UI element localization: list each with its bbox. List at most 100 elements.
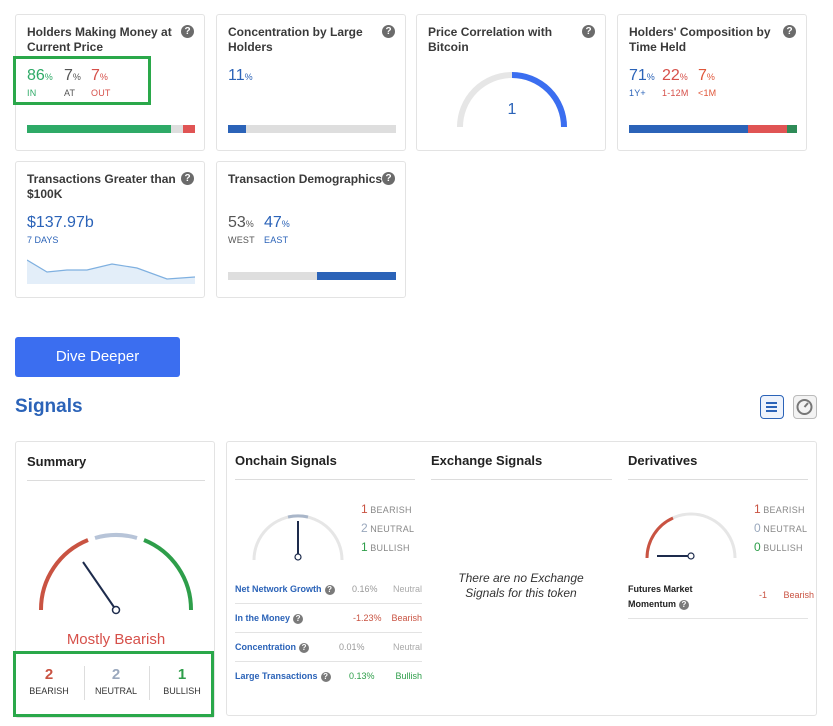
stat-unit: % [245,219,254,229]
bar-under-1m [786,125,797,133]
summary-neutral-label: NEUTRAL [94,686,137,696]
list-view-button[interactable] [760,395,784,419]
stat-unit: % [679,72,688,82]
metric-name: Concentration [235,642,297,652]
card-concentration: Concentration by Large Holders ? 11% [216,14,406,151]
onchain-row-concentration[interactable]: Concentration? 0.01% Neutral [235,633,422,662]
summary-bullish-count: 1 [177,666,187,683]
stat-unit: % [281,219,290,229]
help-icon[interactable]: ? [324,584,335,595]
bar-west [228,272,318,280]
separator [84,666,85,700]
derivatives-gauge [645,512,737,560]
transactions-sparkline [27,259,195,284]
metric-value: -1.23% [353,613,382,623]
card-transaction-demographics: Transaction Demographics ? 53% WEST 47% … [216,161,406,298]
card-price-correlation: Price Correlation with Bitcoin ? 1 [416,14,606,151]
help-icon[interactable]: ? [320,671,331,682]
metric-value: 0.01% [339,642,365,652]
label: BULLISH [370,543,410,553]
separator [149,666,150,700]
label: NEUTRAL [763,524,808,534]
summary-neutral: 2 NEUTRAL [86,666,146,696]
transactions-value: $137.97b [27,214,94,231]
stat-unit: % [72,72,81,82]
stat-unit: % [99,72,108,82]
summary-bearish-label: BEARISH [29,686,69,696]
stat-value: 7 [91,67,100,84]
summary-verdict: Mostly Bearish [66,631,166,648]
help-icon[interactable]: ? [783,25,796,38]
metric-name: Net Network Growth [235,584,322,594]
stat-label: 1Y+ [629,88,646,98]
stat-value: 71 [629,67,647,84]
help-icon[interactable]: ? [299,642,310,653]
label: BEARISH [763,505,805,515]
signal-details-card [226,441,817,716]
stat-value: 86 [27,67,45,84]
onchain-bullish: 1 BULLISH [361,540,410,554]
onchain-gauge [252,514,344,561]
count: 0 [754,521,761,535]
stat-concentration: 11% [228,67,253,86]
stat-unit: % [244,72,253,82]
stat-west: 53% WEST [228,214,255,245]
derivatives-neutral: 0 NEUTRAL [754,521,807,535]
stat-label: 1-12M [662,88,689,98]
derivatives-row-futures[interactable]: Futures Market Momentum? -1 Bearish [628,580,814,619]
stat-at: 7% AT [64,67,81,98]
stat-east: 47% EAST [264,214,290,245]
help-icon[interactable]: ? [582,25,595,38]
onchain-row-net-growth[interactable]: Net Network Growth? 0.16% Neutral [235,575,422,604]
summary-card: Summary Mostly Bearish 2 BEARISH 2 NEUTR… [15,441,215,718]
count: 1 [754,502,761,516]
exchange-title: Exchange Signals [431,453,543,468]
help-icon[interactable]: ? [293,613,304,624]
stat-label: OUT [91,88,111,98]
composition-bar [629,125,797,133]
summary-gauge [38,533,194,615]
dive-deeper-button[interactable]: Dive Deeper [15,337,180,377]
card-title: Holders' Composition by Time Held [629,25,771,54]
onchain-neutral: 2 NEUTRAL [361,521,414,535]
card-holders-making-money: Holders Making Money at Current Price ? … [15,14,205,151]
card-title: Holders Making Money at Current Price [27,25,172,54]
bar-at [171,125,184,133]
stat-in: 86% IN [27,67,53,98]
gauge-view-button[interactable] [793,395,817,419]
summary-bearish-count: 2 [44,666,54,683]
help-icon[interactable]: ? [181,25,194,38]
gauge-icon [796,399,813,415]
stat-unit: % [646,72,655,82]
onchain-row-large-transactions[interactable]: Large Transactions? 0.13% Bullish [235,662,422,691]
stat-value: 53 [228,214,246,231]
divider [235,479,415,480]
onchain-title: Onchain Signals [235,453,337,468]
stat-label: EAST [264,235,289,245]
onchain-bearish: 1 BEARISH [361,502,412,516]
stat-value: 11 [228,67,245,84]
derivatives-bearish: 1 BEARISH [754,502,805,516]
metric-name: Large Transactions [235,671,318,681]
metric-value: 0.13% [349,671,375,681]
metric-result: Bearish [783,590,814,600]
help-icon[interactable]: ? [181,172,194,185]
help-icon[interactable]: ? [679,599,689,610]
metric-name-text: Futures Market Momentum [628,584,693,609]
label: BEARISH [370,505,412,515]
stat-label: <1M [698,88,717,98]
help-icon[interactable]: ? [382,172,395,185]
metric-result: Bearish [391,613,422,623]
onchain-row-in-the-money[interactable]: In the Money? -1.23% Bearish [235,604,422,633]
bar-east [317,272,396,280]
concentration-bar [228,125,396,133]
holders-money-bar [27,125,195,133]
card-holders-composition: Holders' Composition by Time Held ? 71% … [617,14,807,151]
stat-value: 47 [264,214,282,231]
stat-label: AT [64,88,76,98]
bar-out [183,125,195,133]
bar-rest [246,125,396,133]
help-icon[interactable]: ? [382,25,395,38]
correlation-gauge [457,72,567,128]
stat-label: WEST [228,235,255,245]
